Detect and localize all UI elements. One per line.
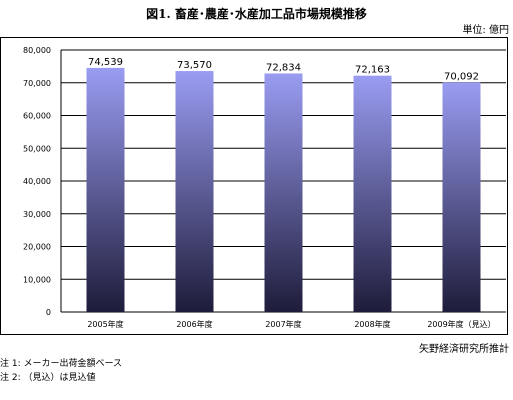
bar (442, 82, 481, 312)
data-label: 70,092 (444, 71, 479, 82)
y-tick-label: 40,000 (23, 177, 51, 186)
data-label: 72,163 (355, 65, 390, 76)
bar (175, 71, 214, 312)
data-label: 72,834 (266, 62, 301, 73)
x-tick-label: 2009年度（見込） (427, 319, 495, 329)
chart-frame: 0 10,000 20,000 30,000 40,000 50,000 60,000 70,… (0, 37, 508, 335)
footnote-1: 注 1: メーカー出荷金額ベース (0, 359, 123, 369)
bar (353, 75, 392, 313)
y-tick-label: 80,000 (23, 46, 51, 55)
bar (264, 73, 303, 312)
y-tick-label: 10,000 (23, 275, 51, 284)
y-tick-label: 30,000 (23, 210, 51, 219)
footnote-2: 注 2: （見込）は見込値 (0, 373, 96, 383)
y-tick-label: 50,000 (23, 144, 51, 153)
bar-chart: 0 10,000 20,000 30,000 40,000 50,000 60,000 70,… (23, 46, 506, 329)
x-tick-label: 2007年度 (265, 319, 301, 329)
bar (86, 67, 125, 313)
y-tick-label: 60,000 (23, 112, 51, 121)
x-tick-label: 2006年度 (176, 319, 212, 329)
chart-title: 図1. 畜産･農産･水産加工品市場規模推移 (146, 7, 367, 21)
y-tick-label: 70,000 (23, 79, 51, 88)
unit-label: 単位: 億円 (462, 25, 509, 36)
x-tick-label: 2005年度 (87, 319, 123, 329)
source-credit: 矢野経済研究所推計 (419, 344, 509, 355)
x-tick-label: 2008年度 (354, 319, 390, 329)
y-tick-label: 0 (46, 308, 51, 317)
y-tick-label: 20,000 (23, 243, 51, 252)
data-label: 73,570 (177, 60, 212, 71)
data-label: 74,539 (88, 57, 123, 68)
